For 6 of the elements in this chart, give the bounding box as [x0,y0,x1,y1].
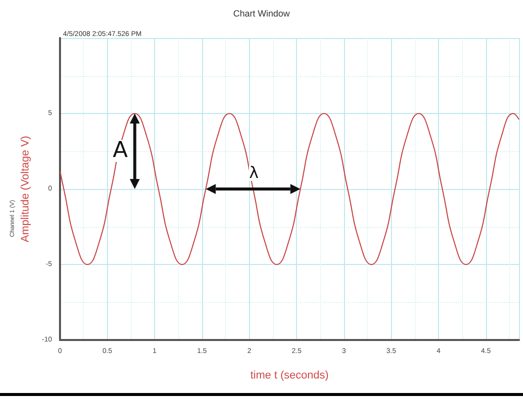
line-series [60,113,520,265]
x-axis-title: time t (seconds) [250,370,329,382]
annotation: A [112,138,128,164]
annotation: λ [249,163,259,182]
chart-title: Chart Window [233,8,290,18]
y-axis-title: Amplitude (Voltage V) [19,136,32,242]
